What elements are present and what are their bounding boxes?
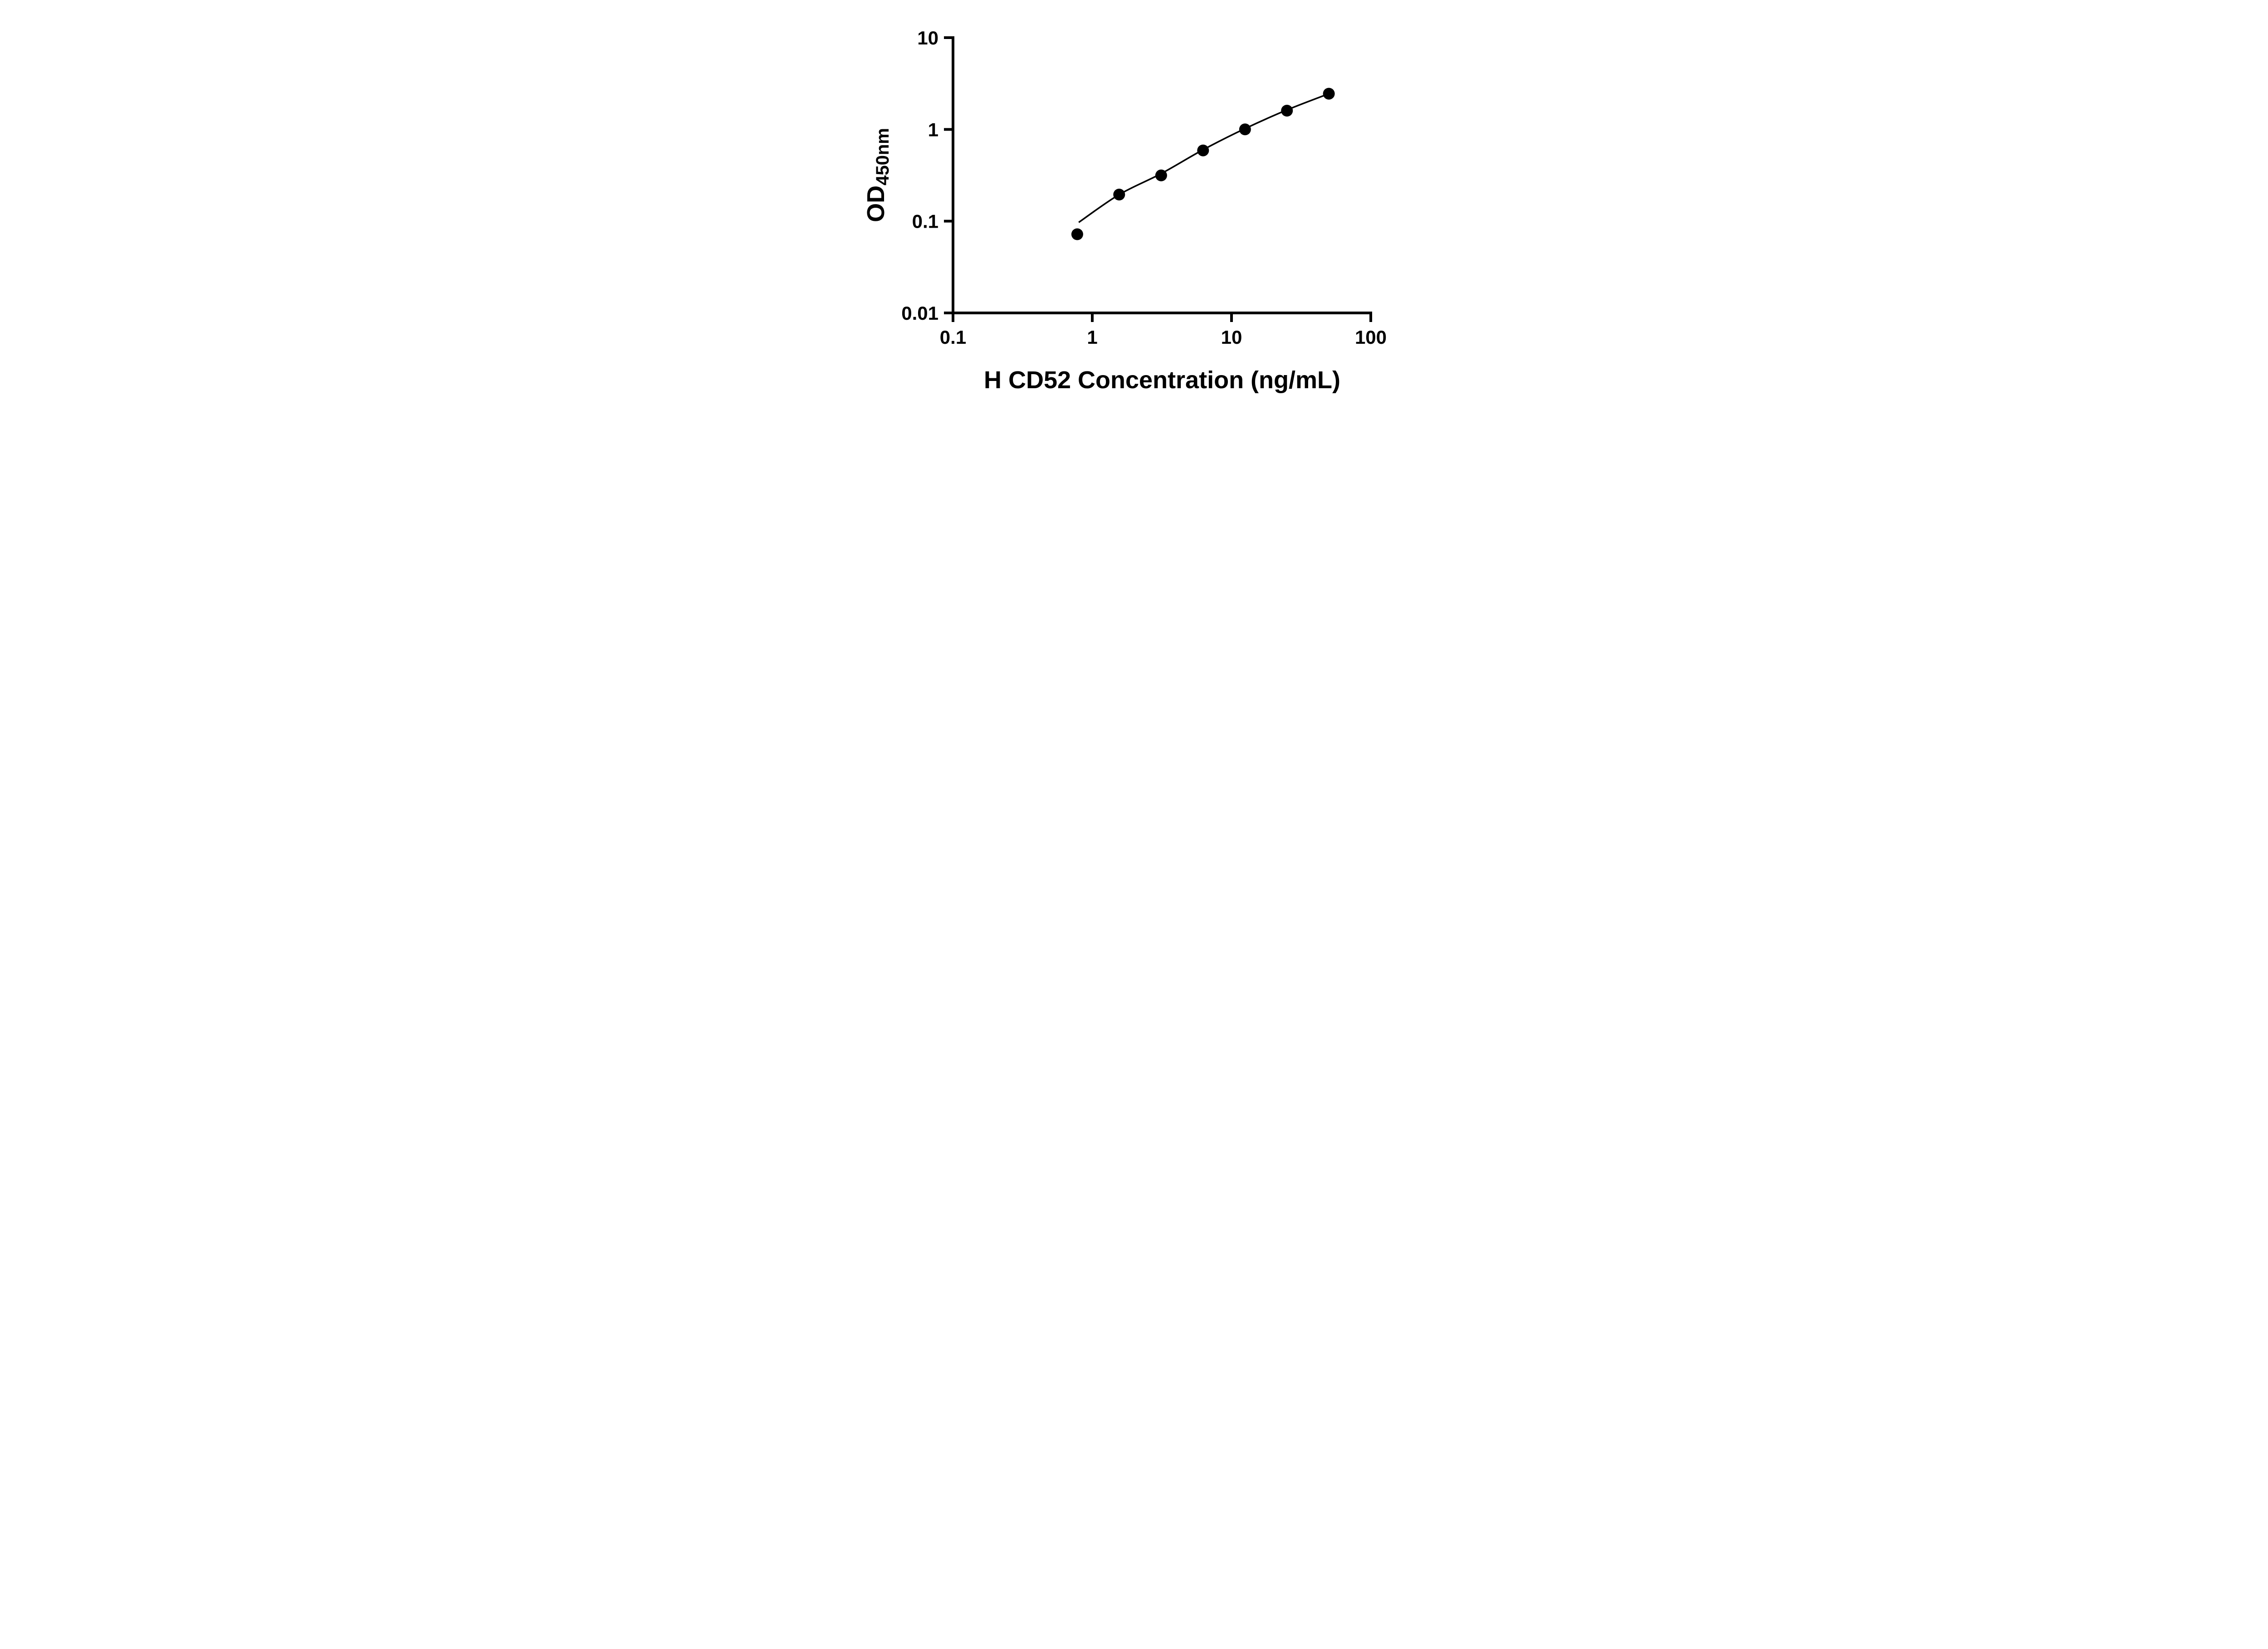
x-tick-label: 100 bbox=[1354, 327, 1386, 348]
y-tick-label: 10 bbox=[917, 27, 938, 49]
data-point bbox=[1155, 169, 1167, 181]
y-axis-tick-labels: 0.01 0.1 1 10 bbox=[901, 27, 938, 324]
x-tick-label: 0.1 bbox=[939, 327, 966, 348]
data-point bbox=[1281, 105, 1293, 117]
x-tick-label: 10 bbox=[1221, 327, 1242, 348]
y-axis-title: OD450nm bbox=[862, 128, 893, 222]
x-axis-title: H CD52 Concentration (ng/mL) bbox=[983, 366, 1340, 394]
data-points bbox=[1071, 88, 1335, 240]
y-axis-title-subscript: 450nm bbox=[873, 128, 893, 185]
data-point bbox=[1071, 228, 1083, 240]
y-axis-title-main: OD bbox=[862, 185, 890, 222]
x-axis-ticks bbox=[951, 313, 1372, 322]
elisa-standard-curve-figure: 0.1 1 10 100 0.01 0.1 1 10 H CD52 Concentratio… bbox=[841, 0, 1427, 412]
x-tick-label: 1 bbox=[1087, 327, 1097, 348]
y-tick-label: 1 bbox=[928, 119, 938, 140]
y-axis-ticks bbox=[943, 36, 953, 314]
y-tick-label: 0.1 bbox=[912, 211, 938, 232]
data-point bbox=[1239, 123, 1251, 136]
data-point bbox=[1323, 88, 1335, 100]
y-tick-label: 0.01 bbox=[901, 302, 938, 324]
x-axis-tick-labels: 0.1 1 10 100 bbox=[939, 327, 1386, 348]
data-point bbox=[1113, 189, 1125, 200]
data-point bbox=[1197, 144, 1209, 156]
